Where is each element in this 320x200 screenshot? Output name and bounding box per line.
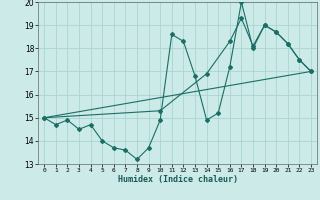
X-axis label: Humidex (Indice chaleur): Humidex (Indice chaleur) (118, 175, 238, 184)
